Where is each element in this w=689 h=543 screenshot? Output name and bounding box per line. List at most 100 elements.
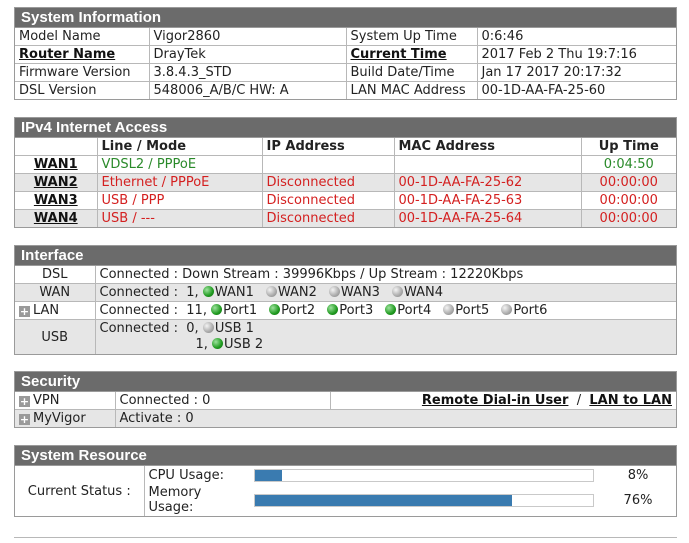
wan3-mac: 00-1D-AA-FA-25-63	[393, 191, 582, 210]
myvigor-value: Activate : 0	[114, 409, 676, 427]
lan-port-label: Port5	[455, 303, 490, 318]
status-dot-icon	[443, 304, 455, 315]
dsl-label: DSL	[15, 266, 96, 284]
wan2-ip: Disconnected	[261, 173, 395, 192]
build-date-value: Jan 17 2017 20:17:32	[476, 63, 676, 82]
interface-title: Interface	[15, 246, 676, 266]
lan-port-label: Port6	[513, 303, 548, 318]
interface-table: DSL Connected : Down Stream : 39996Kbps …	[15, 266, 676, 354]
memory-label-line2: Usage:	[148, 500, 194, 515]
lan-port-3: Port3	[327, 303, 373, 318]
current-time-value: 2017 Feb 2 Thu 19:7:16	[476, 45, 676, 64]
cpu-usage-bar-fill	[255, 469, 283, 481]
status-dot-icon	[501, 304, 513, 315]
system-resource-panel: System Resource Current Status : CPU Usa…	[14, 445, 677, 517]
security-table: + VPN Connected : 0 Remote Dial-in User /…	[15, 392, 676, 427]
lan-label-cell[interactable]: + LAN	[15, 301, 96, 320]
usb2-status-dot-icon	[212, 338, 224, 349]
wan-port-label: WAN1	[214, 285, 254, 300]
lan-port-label: Port4	[397, 303, 432, 318]
ipv4-header-ip: IP Address	[261, 138, 395, 156]
wan-row: WAN3 USB / PPP Disconnected 00-1D-AA-FA-…	[15, 191, 676, 210]
wan-port-label: WAN4	[403, 285, 444, 300]
dsl-version-value: 548006_A/B/C HW: A	[148, 81, 347, 99]
system-information-table: Model Name Vigor2860 System Up Time 0:6:…	[15, 28, 676, 99]
ipv4-header-blank	[15, 138, 98, 156]
lan-port-4: Port4	[385, 303, 431, 318]
usb-connected-text: Connected : 0,	[99, 321, 199, 336]
lan-port-2: Port2	[269, 303, 315, 318]
expand-plus-icon[interactable]: +	[19, 395, 30, 408]
wan1-uptime: 0:04:50	[580, 155, 676, 174]
wan-row: WAN2 Ethernet / PPPoE Disconnected 00-1D…	[15, 173, 676, 192]
lan-port-label: Port1	[223, 303, 258, 318]
wan3-ip: Disconnected	[261, 191, 395, 210]
usb-status: Connected : 0, USB 1 1, USB 2	[94, 319, 676, 354]
status-dot-icon	[202, 286, 214, 297]
lan-to-lan-link[interactable]: LAN to LAN	[589, 393, 672, 408]
footer-divider	[14, 537, 677, 538]
dsl-version-label: DSL Version	[15, 81, 150, 99]
router-name-value: DrayTek	[148, 45, 347, 64]
wan2-mac: 00-1D-AA-FA-25-62	[393, 173, 582, 192]
lan-port-5: Port5	[443, 303, 489, 318]
wan4-mode: USB / ---	[96, 209, 263, 227]
memory-usage-bar	[254, 493, 594, 507]
wan-port-1: WAN1	[202, 285, 254, 300]
system-information-panel: System Information Model Name Vigor2860 …	[14, 7, 677, 100]
lan-status: Connected : 11, Port1 Port2 Port3 Port4 Port…	[94, 301, 676, 320]
build-date-label: Build Date/Time	[345, 63, 478, 82]
status-dot-icon	[327, 304, 339, 315]
wan2-link[interactable]: WAN2	[33, 175, 78, 190]
wan3-uptime: 00:00:00	[580, 191, 676, 210]
firmware-label: Firmware Version	[15, 63, 150, 82]
memory-usage-bar-fill	[255, 494, 512, 506]
firmware-value: 3.8.4.3_STD	[148, 63, 347, 82]
wan4-link[interactable]: WAN4	[33, 211, 78, 226]
myvigor-label-cell[interactable]: + MyVigor	[15, 409, 116, 427]
memory-bar-cell	[250, 484, 600, 516]
ipv4-internet-access-panel: IPv4 Internet Access Line / Mode IP Addr…	[14, 117, 677, 228]
system-resource-title: System Resource	[15, 446, 676, 466]
memory-usage-label: Memory Usage:	[144, 484, 250, 516]
memory-usage-percent: 76%	[623, 492, 653, 508]
wan4-mac: 00-1D-AA-FA-25-64	[393, 209, 582, 227]
expand-plus-icon[interactable]: +	[19, 305, 30, 318]
status-dot-icon	[328, 286, 340, 297]
wan3-link[interactable]: WAN3	[33, 193, 78, 208]
system-resource-table: Current Status : CPU Usage: 8% Memory Us…	[15, 466, 676, 516]
wan1-ip	[261, 155, 395, 174]
interface-panel: Interface DSL Connected : Down Stream : …	[14, 245, 677, 355]
current-time-link[interactable]: Current Time	[350, 47, 447, 62]
wan-port-4: WAN4	[391, 285, 444, 300]
remote-dialin-user-link[interactable]: Remote Dial-in User	[421, 393, 569, 408]
lan-port-label: Port3	[339, 303, 374, 318]
wan1-link[interactable]: WAN1	[33, 157, 78, 172]
cpu-bar-cell	[250, 466, 600, 484]
usb2-label: USB 2	[224, 337, 264, 352]
wan2-uptime: 00:00:00	[580, 173, 676, 192]
lan-mac-value: 00-1D-AA-FA-25-60	[476, 81, 676, 99]
router-name-link[interactable]: Router Name	[19, 47, 116, 62]
lan-port-list: Port1 Port2 Port3 Port4 Port5 Port6	[211, 303, 559, 318]
vpn-label: VPN	[33, 393, 60, 408]
wan-port-label: WAN2	[277, 285, 317, 300]
vpn-links: Remote Dial-in User / LAN to LAN	[329, 392, 676, 410]
wan-status: Connected : 1, WAN1 WAN2 WAN3 WAN4	[94, 283, 676, 302]
wan3-mode: USB / PPP	[96, 191, 263, 210]
security-panel: Security + VPN Connected : 0 Remote Dial-…	[14, 371, 677, 428]
ipv4-title: IPv4 Internet Access	[15, 118, 676, 138]
lan-port-6: Port6	[501, 303, 547, 318]
dsl-status: Connected : Down Stream : 39996Kbps / Up…	[94, 266, 676, 284]
lan-port-label: Port2	[281, 303, 316, 318]
vpn-label-cell[interactable]: + VPN	[15, 392, 116, 410]
wan4-ip: Disconnected	[261, 209, 395, 227]
expand-plus-icon[interactable]: +	[19, 413, 30, 426]
uptime-label: System Up Time	[345, 28, 478, 46]
status-dot-icon	[391, 286, 403, 297]
system-information-title: System Information	[15, 8, 676, 28]
wan1-mac	[393, 155, 582, 174]
wan2-mode: Ethernet / PPPoE	[96, 173, 263, 192]
usb-count-text: 1,	[195, 337, 208, 352]
myvigor-label: MyVigor	[33, 411, 86, 426]
